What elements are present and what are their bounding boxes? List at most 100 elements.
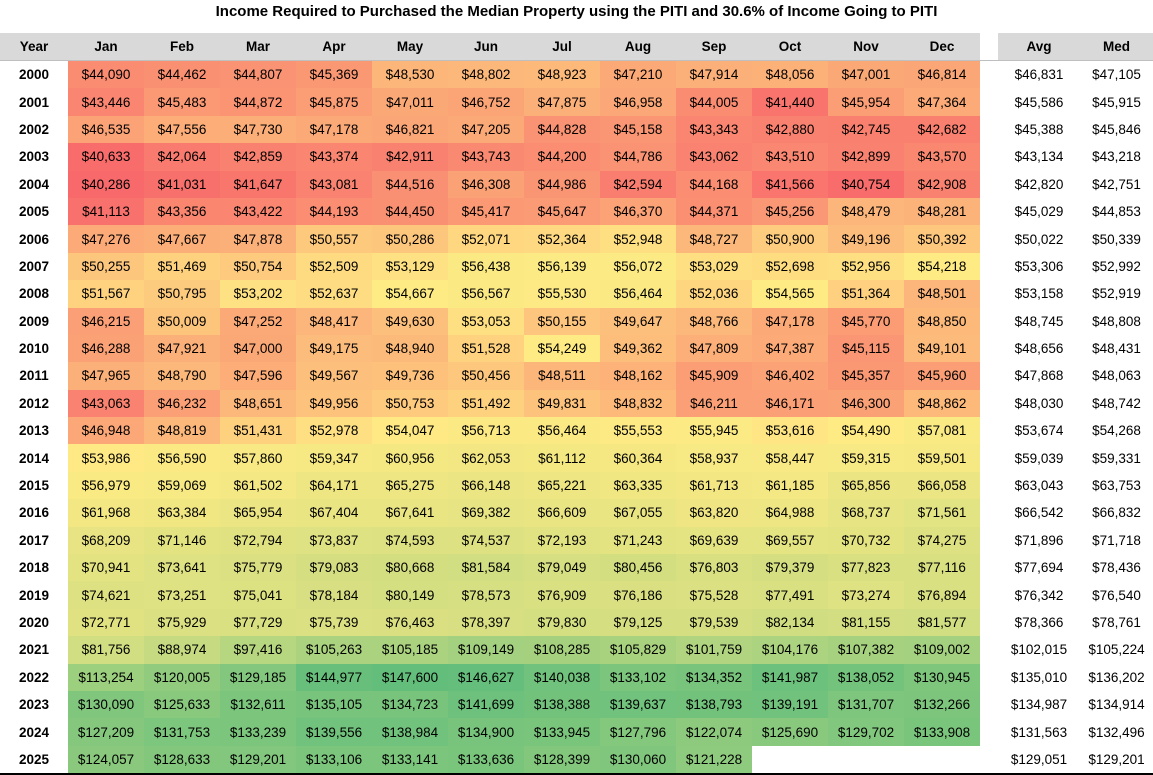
year-cell: 2012 — [18, 395, 50, 411]
heatmap-table: Year Jan Feb Mar Apr May Jun Jul Aug Sep Oct Nov Dec… — [0, 33, 1153, 775]
value-cell: $75,929 — [144, 608, 220, 637]
year-cell: 2007 — [18, 258, 50, 274]
value-cell: $50,286 — [372, 225, 448, 253]
value-cell: $43,063 — [68, 389, 144, 418]
value-cell: $62,053 — [448, 444, 524, 472]
value-cell: $65,954 — [220, 499, 296, 527]
value-cell: $52,036 — [676, 280, 752, 308]
value-cell: $147,600 — [372, 663, 448, 691]
value-cell: $59,347 — [296, 444, 372, 472]
value-cell: $134,352 — [676, 663, 752, 691]
median-cell: $45,846 — [1092, 121, 1141, 137]
year-cell: 2023 — [18, 697, 50, 713]
median-cell: $129,201 — [1080, 745, 1153, 775]
value-cell: $49,831 — [524, 389, 600, 418]
median-cell: $50,339 — [1092, 231, 1141, 247]
column-header-med: Med — [1080, 33, 1153, 61]
value-cell: $105,829 — [600, 636, 676, 664]
value-cell: $46,288 — [68, 334, 144, 363]
value-cell: $71,146 — [144, 526, 220, 555]
value-cell: $52,637 — [296, 280, 372, 308]
avg-cell: $66,542 — [1014, 505, 1064, 521]
value-cell: $81,577 — [904, 608, 980, 637]
year-cell: 2001 — [18, 94, 50, 110]
table-row: 2000 $44,090 $44,462 $44,807 $45,369 $48,530 $… — [0, 60, 1153, 89]
value-cell: $77,116 — [904, 554, 980, 582]
year-cell: 2003 — [18, 149, 50, 165]
table-row: 2011 $47,965 $48,790 $47,596 $49,567 $49,736 $… — [0, 362, 1153, 390]
column-spacer — [980, 60, 998, 89]
value-cell: $138,984 — [372, 718, 448, 746]
value-cell: $44,462 — [144, 60, 220, 89]
value-cell: $56,713 — [448, 417, 524, 445]
value-cell: $48,651 — [220, 389, 296, 418]
value-cell: $132,611 — [220, 690, 296, 719]
column-header-mar: Mar — [220, 33, 296, 61]
value-cell: $66,609 — [524, 499, 600, 527]
year-cell: 2022 — [18, 669, 50, 685]
avg-cell: $47,868 — [1014, 368, 1064, 384]
value-cell: $135,105 — [296, 690, 372, 719]
median-cell: $52,919 — [1092, 286, 1141, 302]
value-cell: $122,074 — [676, 718, 752, 746]
value-cell: $45,770 — [828, 307, 904, 335]
value-cell: $43,374 — [296, 143, 372, 171]
value-cell: $73,641 — [144, 554, 220, 582]
value-cell: $51,528 — [448, 334, 524, 363]
value-cell: $51,567 — [68, 280, 144, 308]
value-cell: $48,850 — [904, 307, 980, 335]
value-cell: $47,387 — [752, 334, 828, 363]
value-cell: $124,057 — [68, 745, 144, 775]
avg-cell: $45,586 — [1014, 94, 1064, 110]
value-cell: $133,102 — [600, 663, 676, 691]
median-cell: $76,540 — [1092, 587, 1141, 603]
value-cell: $108,285 — [524, 636, 600, 664]
median-cell: $48,431 — [1092, 341, 1141, 357]
value-cell: $67,055 — [600, 499, 676, 527]
column-header-oct: Oct — [752, 33, 828, 61]
value-cell: $65,221 — [524, 471, 600, 500]
value-cell: $75,739 — [296, 608, 372, 637]
avg-cell: $135,010 — [1010, 669, 1068, 685]
value-cell: $46,814 — [904, 60, 980, 89]
table-row: 2014 $53,986 $56,590 $57,860 $59,347 $60,956 $… — [0, 444, 1153, 472]
value-cell: $63,384 — [144, 499, 220, 527]
value-cell: $45,647 — [524, 197, 600, 226]
column-header-jun: Jun — [448, 33, 524, 61]
value-cell: $44,872 — [220, 88, 296, 116]
value-cell: $43,343 — [676, 115, 752, 144]
year-cell: 2000 — [18, 67, 50, 83]
median-cell: $78,436 — [1092, 560, 1141, 576]
value-cell: $78,397 — [448, 608, 524, 637]
value-cell: $53,986 — [68, 444, 144, 472]
value-cell: $130,060 — [600, 745, 676, 775]
value-cell: $70,941 — [68, 554, 144, 582]
value-cell: $47,875 — [524, 88, 600, 116]
value-cell: $47,276 — [68, 225, 144, 253]
value-cell: $75,528 — [676, 581, 752, 609]
column-spacer — [980, 581, 998, 609]
value-cell: $52,364 — [524, 225, 600, 253]
table-row: 2023 $130,090 $125,633 $132,611 $135,105 $134… — [0, 690, 1153, 719]
avg-cell: $78,366 — [1014, 615, 1064, 630]
value-cell: $53,616 — [752, 417, 828, 445]
column-spacer — [980, 307, 998, 335]
column-spacer — [980, 170, 998, 198]
value-cell: $50,392 — [904, 225, 980, 253]
avg-cell: $42,820 — [1014, 176, 1064, 192]
value-cell: $105,263 — [296, 636, 372, 664]
column-spacer — [980, 663, 998, 691]
value-cell: $40,754 — [828, 170, 904, 198]
value-cell: $109,002 — [904, 636, 980, 664]
value-cell: $54,565 — [752, 280, 828, 308]
value-cell: $79,083 — [296, 554, 372, 582]
value-cell: $105,185 — [372, 636, 448, 664]
value-cell: $75,779 — [220, 554, 296, 582]
value-cell: $48,056 — [752, 60, 828, 89]
value-cell: $77,491 — [752, 581, 828, 609]
median-cell: $71,718 — [1092, 532, 1141, 548]
column-spacer — [980, 362, 998, 390]
year-cell: 2011 — [19, 368, 49, 384]
median-cell: $48,808 — [1092, 313, 1141, 329]
median-cell: $48,063 — [1092, 368, 1141, 384]
